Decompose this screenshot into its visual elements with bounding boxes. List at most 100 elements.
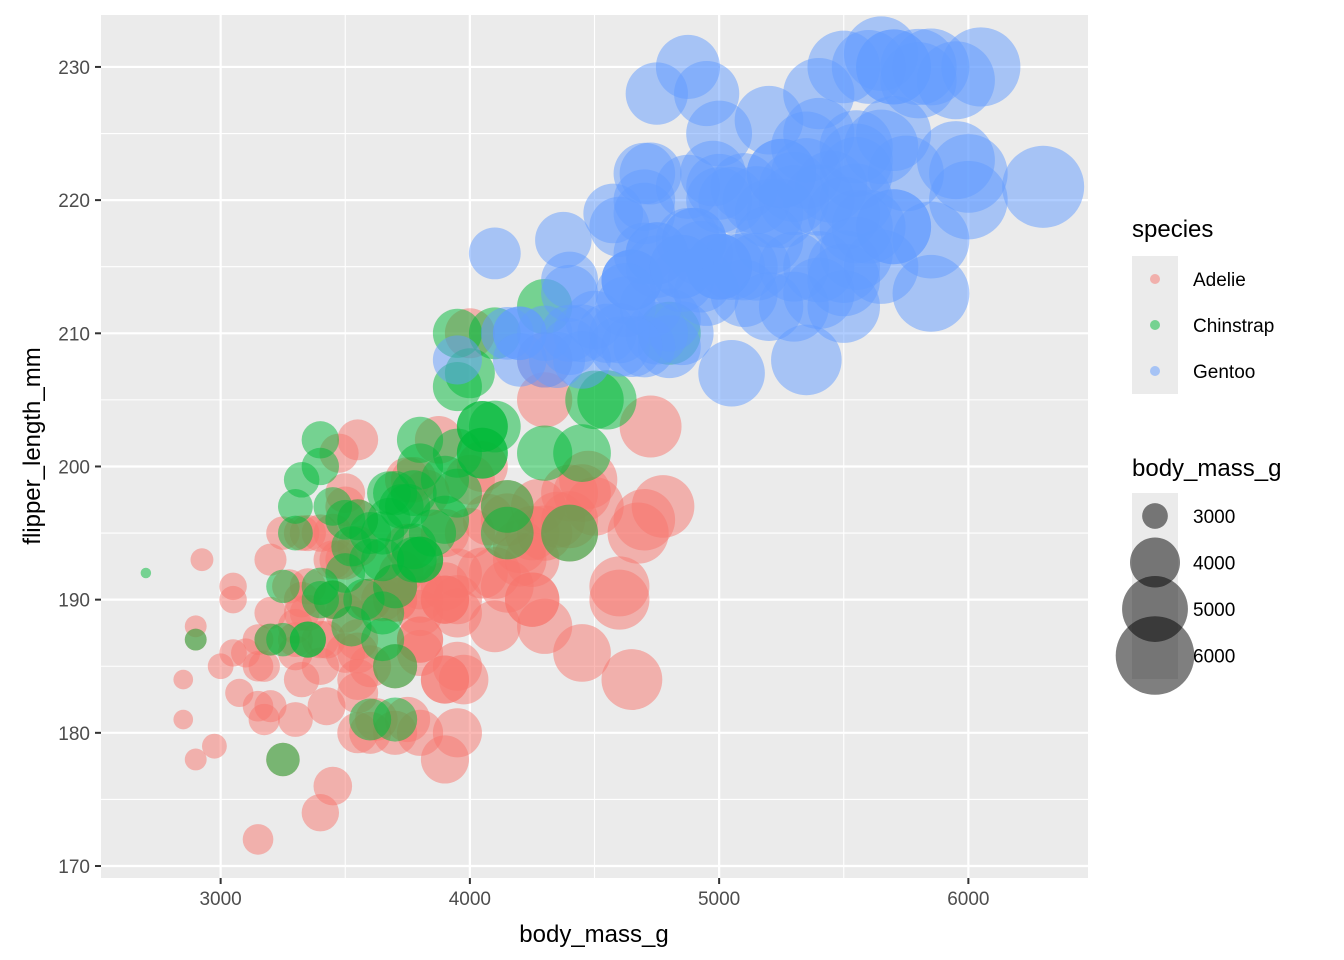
data-point — [140, 567, 152, 579]
data-point — [307, 687, 346, 726]
y-tick-label: 200 — [58, 457, 90, 478]
color-legend-keys: Adelie Chinstrap Gentoo — [1132, 256, 1274, 394]
data-point — [698, 339, 765, 407]
data-point — [553, 624, 611, 682]
data-point — [361, 511, 405, 555]
data-point — [456, 401, 508, 452]
data-point — [892, 28, 970, 106]
data-point — [432, 335, 482, 385]
data-point — [390, 536, 437, 583]
data-point — [438, 654, 489, 705]
y-axis-title: flipper_length_mm — [19, 347, 46, 544]
data-point — [674, 60, 740, 127]
data-point — [649, 234, 714, 299]
data-point — [583, 183, 644, 244]
data-point — [266, 569, 300, 604]
color-legend-swatch — [1150, 320, 1160, 330]
y-tick-label: 190 — [58, 591, 90, 612]
axis-ticks — [95, 65, 970, 884]
x-tick-label: 5000 — [698, 889, 740, 910]
series-gentoo — [432, 16, 1085, 407]
size-legend-label: 3000 — [1193, 507, 1235, 528]
data-point — [248, 650, 280, 682]
data-point — [601, 649, 663, 710]
x-axis-title: body_mass_g — [519, 921, 668, 948]
data-point — [1002, 145, 1085, 228]
color-legend-label: Adelie — [1193, 270, 1246, 291]
data-point — [420, 575, 470, 624]
data-point — [173, 669, 194, 690]
data-point — [361, 591, 405, 635]
data-point — [173, 709, 194, 730]
data-point — [190, 548, 214, 572]
data-point — [492, 333, 547, 387]
data-point — [535, 211, 592, 269]
data-point — [266, 742, 300, 777]
data-point — [313, 487, 353, 526]
color-legend-swatch — [1150, 274, 1160, 284]
data-point — [746, 138, 817, 209]
size-legend-label: 5000 — [1193, 600, 1235, 621]
data-point — [301, 421, 340, 459]
y-tick-label: 230 — [58, 58, 90, 79]
data-point — [807, 177, 881, 250]
data-point — [277, 489, 313, 524]
data-point — [248, 703, 280, 736]
data-point — [266, 622, 300, 657]
data-point — [631, 475, 695, 538]
color-legend-swatch — [1150, 366, 1160, 376]
data-point — [254, 543, 287, 576]
data-point — [771, 324, 842, 396]
x-tick-label: 4000 — [449, 889, 491, 910]
axis-tick-labels: 3000 4000 5000 6000 170 180 190 200 210 220 230 — [58, 58, 989, 910]
data-point — [289, 621, 326, 658]
x-tick-label: 3000 — [199, 889, 241, 910]
data-point — [680, 140, 746, 207]
data-point — [219, 572, 247, 601]
data-point — [201, 733, 227, 759]
data-point — [283, 462, 320, 498]
x-tick-label: 6000 — [947, 889, 989, 910]
data-point — [783, 257, 855, 329]
size-legend-swatch — [1115, 616, 1195, 695]
data-point — [184, 748, 207, 771]
data-point — [219, 639, 247, 667]
data-point — [734, 205, 804, 275]
data-point — [337, 659, 379, 701]
data-point — [254, 596, 287, 630]
size-legend-label: 4000 — [1193, 554, 1235, 575]
data-point — [184, 628, 207, 651]
size-legend-keys: 3000 4000 5000 6000 — [1115, 493, 1235, 695]
data-point — [420, 735, 470, 784]
data-point — [807, 30, 881, 104]
y-tick-label: 180 — [58, 724, 90, 745]
data-point — [868, 135, 944, 212]
color-legend-label: Chinstrap — [1193, 316, 1274, 337]
size-legend-title: body_mass_g — [1132, 455, 1281, 482]
size-legend: body_mass_g 3000 4000 5000 6000 — [1115, 455, 1281, 695]
data-point — [468, 227, 521, 280]
data-point — [929, 134, 1008, 213]
data-point — [734, 85, 804, 155]
data-point — [553, 424, 611, 483]
color-legend: species Adelie Chinstrap Gentoo — [1132, 216, 1274, 394]
data-point — [242, 824, 274, 855]
y-tick-label: 210 — [58, 324, 90, 345]
data-point — [349, 698, 392, 741]
data-point — [277, 515, 313, 551]
data-point — [277, 702, 313, 737]
data-point — [396, 416, 444, 463]
color-legend-title: species — [1132, 216, 1213, 243]
y-tick-label: 170 — [58, 857, 90, 878]
color-legend-label: Gentoo — [1193, 362, 1255, 383]
series-chinstrap — [140, 279, 701, 777]
data-point — [225, 678, 254, 708]
data-point — [589, 556, 650, 617]
data-point — [313, 766, 353, 806]
data-point — [595, 263, 656, 324]
data-point — [480, 480, 534, 533]
data-point — [301, 580, 340, 619]
size-legend-swatch — [1129, 537, 1181, 588]
data-point — [504, 572, 560, 627]
